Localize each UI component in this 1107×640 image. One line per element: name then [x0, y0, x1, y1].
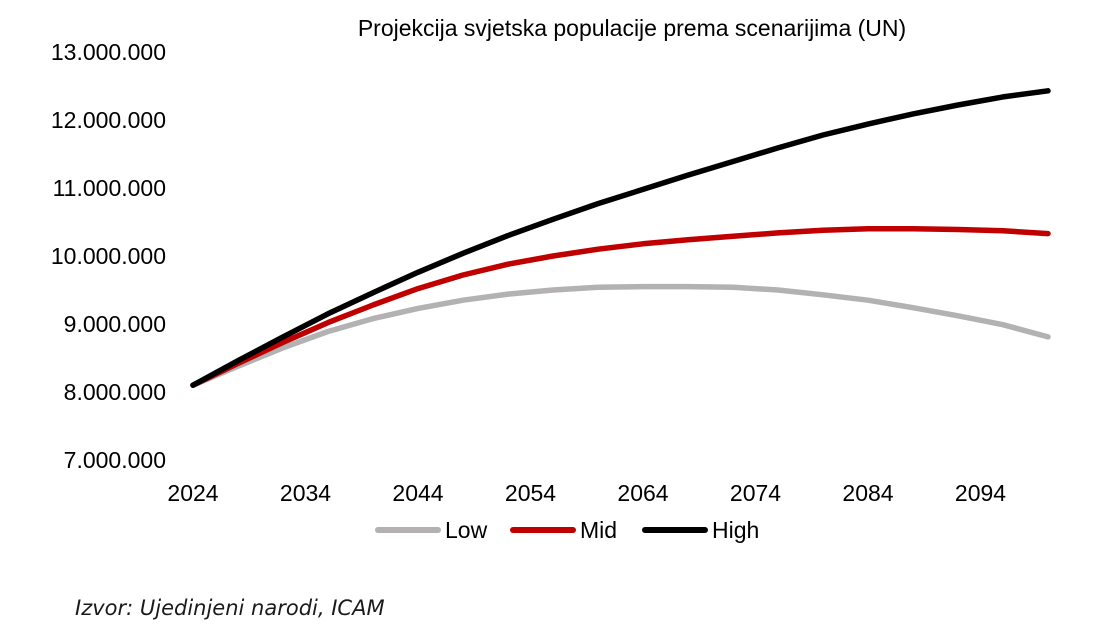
x-tick-label: 2054: [505, 480, 556, 506]
x-tick-label: 2034: [280, 480, 331, 506]
series-lines: [190, 88, 1051, 388]
population-line-chart: Projekcija svjetska populacije prema sce…: [51, 15, 1051, 543]
series-line-high: [190, 88, 1051, 388]
x-tick-label: 2064: [617, 480, 668, 506]
y-tick-label: 13.000.000: [51, 39, 166, 65]
x-tick-label: 2094: [955, 480, 1006, 506]
legend: Low Mid High: [375, 517, 759, 543]
legend-label-mid: Mid: [580, 517, 617, 543]
x-tick-label: 2044: [392, 480, 443, 506]
series-line-mid: [190, 226, 1051, 388]
legend-label-high: High: [712, 517, 759, 543]
x-tick-label: 2074: [730, 480, 781, 506]
y-tick-label: 7.000.000: [64, 447, 166, 473]
legend-label-low: Low: [445, 517, 488, 543]
source-note: Izvor: Ujedinjeni narodi, ICAM: [75, 596, 385, 620]
x-tick-label: 2084: [842, 480, 893, 506]
y-tick-label: 11.000.000: [53, 175, 166, 201]
y-tick-label: 12.000.000: [51, 107, 166, 133]
series-line-low: [190, 283, 1051, 388]
y-axis-tick-labels: 7.000.000 8.000.000 9.000.000 10.000.000 11.…: [51, 39, 166, 473]
y-tick-label: 10.000.000: [51, 243, 166, 269]
chart-title: Projekcija svjetska populacije prema sce…: [358, 15, 906, 41]
y-tick-label: 8.000.000: [64, 379, 166, 405]
y-tick-label: 9.000.000: [64, 311, 166, 337]
x-tick-label: 2024: [167, 480, 218, 506]
x-axis-tick-labels: 2024 2034 2044 2054 2064 2074 2084 2094: [167, 480, 1006, 506]
